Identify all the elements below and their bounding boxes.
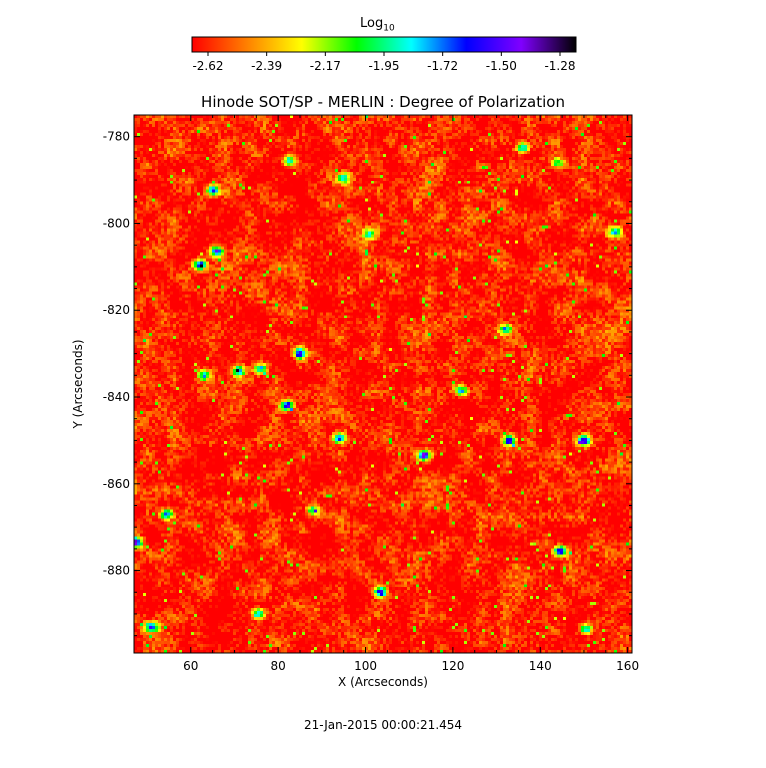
colorbar-tick-label: -1.72 <box>427 59 458 73</box>
colorbar-tick-label: -1.95 <box>368 59 399 73</box>
x-axis-ticks: 60 80 100 120 140 160 <box>183 115 639 673</box>
heatmap-image <box>134 115 632 653</box>
y-tick-label: -860 <box>103 477 130 491</box>
timestamp: 21-Jan-2015 00:00:21.454 <box>303 718 463 732</box>
x-axis-label: X (Arcseconds) <box>338 675 428 689</box>
y-tick-label: -880 <box>103 564 130 578</box>
y-tick-label: -820 <box>103 303 130 317</box>
x-tick-label: 60 <box>183 659 198 673</box>
x-tick-label: 160 <box>616 659 639 673</box>
colorbar-tick-label: -1.50 <box>486 59 517 73</box>
colorbar-tick-label: -1.28 <box>544 59 575 73</box>
colorbar <box>191 36 577 53</box>
y-tick-label: -780 <box>103 130 130 144</box>
x-tick-label: 80 <box>271 659 286 673</box>
chart-title: Hinode SOT/SP - MERLIN : Degree of Polar… <box>201 93 565 111</box>
y-axis-label: Y (Arcseconds) <box>71 339 85 429</box>
y-axis-ticks: -780 -800 -820 -840 -860 -880 <box>103 130 632 637</box>
x-tick-label: 120 <box>441 659 464 673</box>
y-tick-label: -840 <box>103 390 130 404</box>
colorbar-label: Log10 <box>360 16 395 34</box>
x-tick-label: 100 <box>354 659 377 673</box>
plot-frame <box>133 114 633 654</box>
colorbar-tick-label: -2.62 <box>192 59 223 73</box>
y-tick-label: -800 <box>103 216 130 230</box>
colorbar-ticks: -2.62 -2.39 -2.17 -1.95 -1.72 -1.50 -1.28 <box>192 52 576 73</box>
x-tick-label: 140 <box>529 659 552 673</box>
colorbar-tick-label: -2.39 <box>251 59 282 73</box>
colorbar-tick-label: -2.17 <box>310 59 341 73</box>
